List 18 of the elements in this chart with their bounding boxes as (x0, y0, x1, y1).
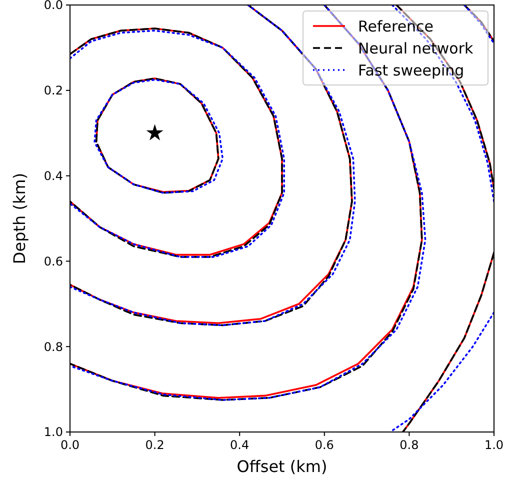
x-axis-title: Offset (km) (236, 457, 328, 476)
y-tick-label: 0.6 (44, 254, 63, 268)
y-tick-label: 0.2 (44, 84, 63, 98)
y-axis-title: Depth (km) (10, 172, 29, 264)
y-tick-label: 0.4 (44, 169, 63, 183)
x-tick-label: 0.4 (230, 438, 250, 452)
x-tick-label: 1.0 (484, 438, 504, 452)
legend-label: Neural network (358, 39, 474, 58)
x-tick-label: 0.0 (60, 438, 80, 452)
y-tick-label: 1.0 (44, 425, 63, 440)
x-tick-label: 0.2 (145, 438, 164, 452)
x-tick-label: 0.8 (400, 438, 419, 452)
x-tick-label: 0.6 (314, 438, 334, 452)
legend-label: Fast sweeping (358, 61, 464, 80)
legend-label: Reference (358, 17, 434, 36)
y-tick-label: 0.0 (44, 0, 63, 12)
y-tick-label: 0.8 (44, 340, 63, 354)
line-series (389, 312, 494, 432)
